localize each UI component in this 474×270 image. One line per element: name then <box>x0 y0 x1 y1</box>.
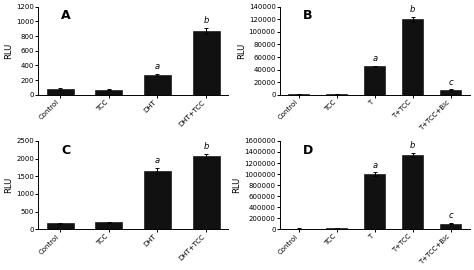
Bar <box>365 174 385 229</box>
Text: a: a <box>155 62 160 71</box>
Bar <box>288 94 310 95</box>
Y-axis label: RLU: RLU <box>4 177 13 193</box>
Bar <box>440 224 461 229</box>
Bar <box>440 90 461 95</box>
Y-axis label: RLU: RLU <box>4 43 13 59</box>
Bar <box>193 31 219 95</box>
Y-axis label: RLU: RLU <box>232 177 241 193</box>
Bar <box>144 75 171 95</box>
Bar <box>95 222 122 229</box>
Bar <box>402 19 423 95</box>
Text: B: B <box>302 9 312 22</box>
Bar <box>327 94 347 95</box>
Text: c: c <box>448 211 453 220</box>
Text: b: b <box>203 142 209 151</box>
Bar <box>95 90 122 95</box>
Text: A: A <box>61 9 71 22</box>
Bar <box>193 156 219 229</box>
Text: a: a <box>155 157 160 166</box>
Text: a: a <box>372 161 377 170</box>
Text: C: C <box>61 144 70 157</box>
Bar <box>47 89 73 95</box>
Text: c: c <box>448 78 453 87</box>
Bar <box>47 223 73 229</box>
Bar <box>365 66 385 95</box>
Text: D: D <box>302 144 313 157</box>
Text: b: b <box>410 141 416 150</box>
Bar <box>327 228 347 229</box>
Text: b: b <box>410 5 416 14</box>
Bar <box>402 155 423 229</box>
Text: a: a <box>372 54 377 63</box>
Y-axis label: RLU: RLU <box>237 43 246 59</box>
Text: b: b <box>203 16 209 25</box>
Bar <box>144 171 171 229</box>
